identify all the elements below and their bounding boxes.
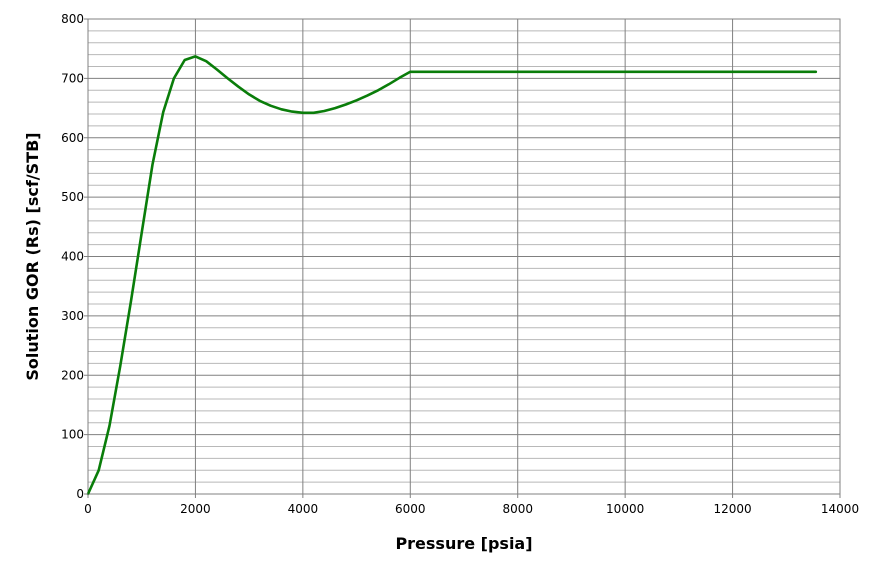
x-tick-label: 0 — [84, 502, 92, 516]
y-axis-title: Solution GOR (Rs) [scf/STB] — [23, 132, 42, 380]
x-tick-label: 14000 — [821, 502, 859, 516]
x-axis-title: Pressure [psia] — [395, 534, 532, 553]
y-tick-label: 500 — [61, 190, 84, 204]
x-tick-label: 6000 — [395, 502, 426, 516]
y-tick-label: 800 — [61, 12, 84, 26]
x-tick-label: 4000 — [288, 502, 319, 516]
y-tick-label: 600 — [61, 131, 84, 145]
y-tick-label: 700 — [61, 71, 84, 85]
x-axis-ticks: 0 2000 4000 6000 8000 10000 12000 14000 — [84, 494, 859, 516]
x-tick-label: 10000 — [606, 502, 644, 516]
y-tick-label: 0 — [76, 487, 84, 501]
x-tick-label: 8000 — [502, 502, 533, 516]
series-line — [86, 55, 818, 496]
x-tick-label: 12000 — [713, 502, 751, 516]
y-tick-label: 400 — [61, 250, 84, 264]
y-tick-label: 200 — [61, 368, 84, 382]
y-axis-ticks: 0 100 200 300 400 500 600 700 800 — [61, 12, 88, 501]
y-tick-label: 300 — [61, 309, 84, 323]
y-tick-label: 100 — [61, 428, 84, 442]
minor-gridlines — [88, 30, 840, 483]
x-tick-label: 2000 — [180, 502, 211, 516]
series-layer — [86, 55, 818, 496]
